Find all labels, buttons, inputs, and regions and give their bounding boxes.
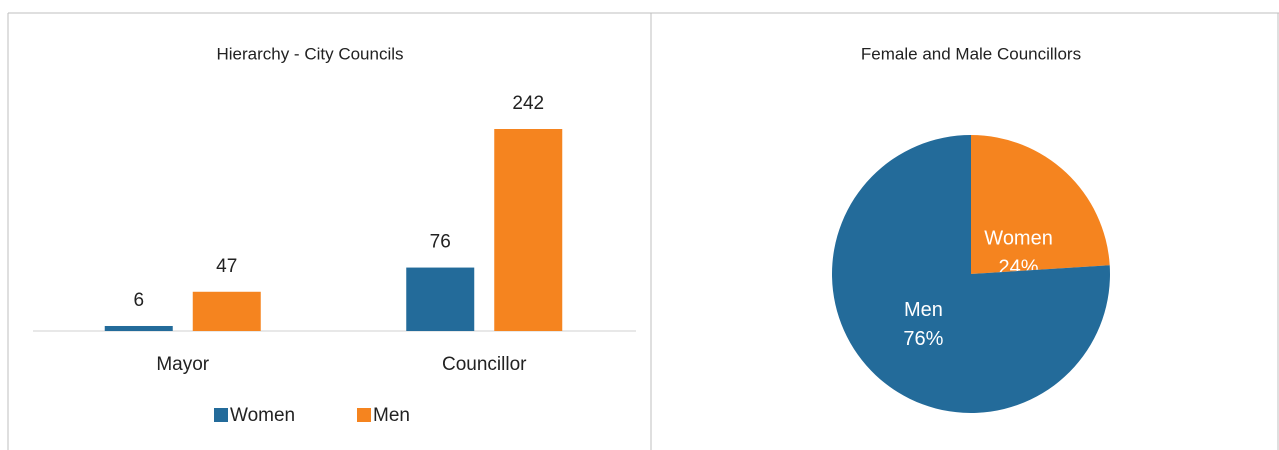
pie-label-name: Men [904, 299, 943, 321]
pie-slice [971, 135, 1110, 274]
pie-label-value: 76% [903, 328, 943, 350]
pie-title: Female and Male Councillors [861, 44, 1081, 63]
legend-label: Men [373, 405, 410, 426]
x-tick-label: Mayor [156, 354, 209, 375]
bar-title: Hierarchy - City Councils [216, 44, 403, 63]
bar [494, 129, 563, 331]
bar [192, 291, 261, 331]
pie-label-name: Women [984, 228, 1053, 250]
legend-swatch [214, 408, 228, 422]
bar [406, 267, 475, 331]
data-label: 47 [216, 256, 237, 277]
data-label: 76 [430, 232, 451, 253]
data-label: 6 [133, 290, 144, 311]
legend-swatch [357, 408, 371, 422]
data-label: 242 [512, 93, 544, 114]
legend-label: Women [230, 405, 295, 426]
x-tick-label: Councillor [442, 354, 527, 375]
bar [104, 325, 173, 331]
pie-slice [832, 135, 1110, 413]
